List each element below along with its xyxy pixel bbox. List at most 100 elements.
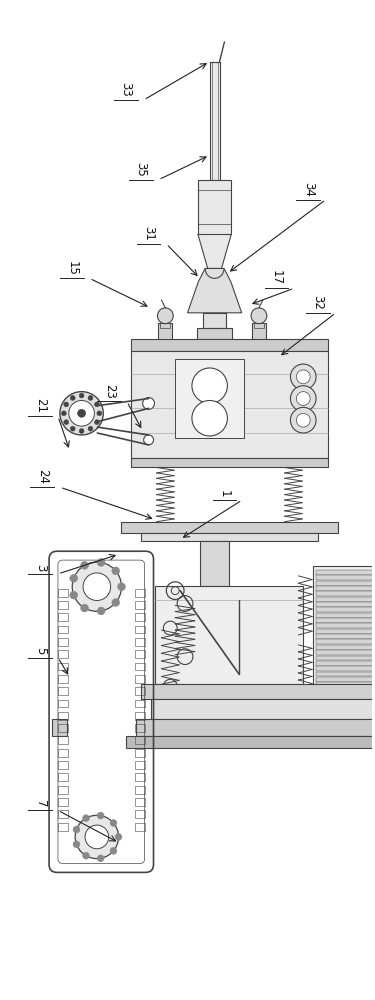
Text: 17: 17 <box>270 270 283 285</box>
Circle shape <box>97 855 104 862</box>
Bar <box>58 638 68 646</box>
Circle shape <box>251 308 267 324</box>
Bar <box>175 359 244 438</box>
Circle shape <box>82 852 90 859</box>
Bar <box>58 687 68 695</box>
Polygon shape <box>188 268 242 313</box>
Circle shape <box>70 574 78 582</box>
Circle shape <box>79 393 84 398</box>
Circle shape <box>72 562 122 611</box>
Bar <box>58 823 68 831</box>
Text: 35: 35 <box>134 162 147 177</box>
Bar <box>58 761 68 769</box>
Circle shape <box>291 407 316 433</box>
Circle shape <box>97 559 105 566</box>
Bar <box>158 323 172 340</box>
Circle shape <box>70 426 75 431</box>
Bar <box>135 613 145 621</box>
Bar <box>316 629 375 634</box>
Circle shape <box>64 402 69 407</box>
Bar <box>135 687 145 695</box>
Bar <box>210 62 219 180</box>
Bar <box>58 810 68 818</box>
Bar <box>316 618 375 623</box>
Bar <box>135 601 145 609</box>
Text: 34: 34 <box>302 182 315 197</box>
Bar <box>131 339 328 351</box>
Text: 23: 23 <box>103 384 116 399</box>
Bar <box>313 566 375 724</box>
Text: 24: 24 <box>36 469 49 484</box>
Text: 32: 32 <box>312 295 324 310</box>
Circle shape <box>115 833 122 840</box>
Bar <box>135 724 145 732</box>
Circle shape <box>117 583 125 591</box>
Bar <box>316 602 375 607</box>
Circle shape <box>296 370 310 384</box>
Bar <box>135 675 145 683</box>
Circle shape <box>97 607 105 615</box>
Bar <box>156 586 303 684</box>
Circle shape <box>112 567 120 575</box>
Bar <box>316 666 375 671</box>
Text: 3: 3 <box>34 564 47 571</box>
Bar <box>316 682 375 687</box>
Bar <box>316 575 375 580</box>
Bar <box>58 589 68 597</box>
Bar <box>160 323 170 328</box>
Circle shape <box>291 386 316 411</box>
Circle shape <box>158 308 173 324</box>
Bar <box>135 761 145 769</box>
Bar <box>316 607 375 612</box>
Bar <box>316 645 375 650</box>
Bar <box>198 180 231 234</box>
Bar <box>316 693 375 698</box>
Text: 21: 21 <box>34 398 47 413</box>
Polygon shape <box>198 234 231 268</box>
Bar <box>150 699 375 719</box>
Bar <box>141 533 318 541</box>
Text: 5: 5 <box>34 647 47 655</box>
Bar <box>121 522 338 533</box>
Bar <box>141 684 375 699</box>
Bar <box>126 736 375 748</box>
Bar <box>316 677 375 682</box>
Circle shape <box>142 398 154 409</box>
Bar <box>252 323 266 340</box>
Bar <box>58 601 68 609</box>
Circle shape <box>73 826 80 833</box>
Bar <box>58 650 68 658</box>
Circle shape <box>81 561 88 569</box>
Bar <box>135 638 145 646</box>
Bar <box>316 698 375 703</box>
Text: 7: 7 <box>34 800 47 807</box>
Circle shape <box>97 812 104 819</box>
Circle shape <box>70 395 75 400</box>
Bar <box>316 672 375 676</box>
Bar <box>316 704 375 709</box>
Bar <box>52 719 67 736</box>
Bar <box>58 773 68 781</box>
Circle shape <box>192 400 227 436</box>
Circle shape <box>73 841 80 848</box>
Bar <box>135 700 145 707</box>
Bar <box>135 798 145 806</box>
Bar <box>135 589 145 597</box>
Bar <box>197 328 232 339</box>
Bar <box>316 661 375 666</box>
Circle shape <box>83 573 111 600</box>
Bar <box>135 712 145 720</box>
Circle shape <box>78 409 86 417</box>
Circle shape <box>62 411 66 416</box>
Circle shape <box>110 847 117 854</box>
Circle shape <box>69 400 94 426</box>
Circle shape <box>296 392 310 405</box>
Bar <box>58 663 68 670</box>
Bar <box>316 656 375 660</box>
Bar <box>58 712 68 720</box>
Bar <box>131 351 328 458</box>
Circle shape <box>82 815 90 822</box>
Circle shape <box>88 395 93 400</box>
Circle shape <box>112 599 120 606</box>
Bar <box>58 798 68 806</box>
